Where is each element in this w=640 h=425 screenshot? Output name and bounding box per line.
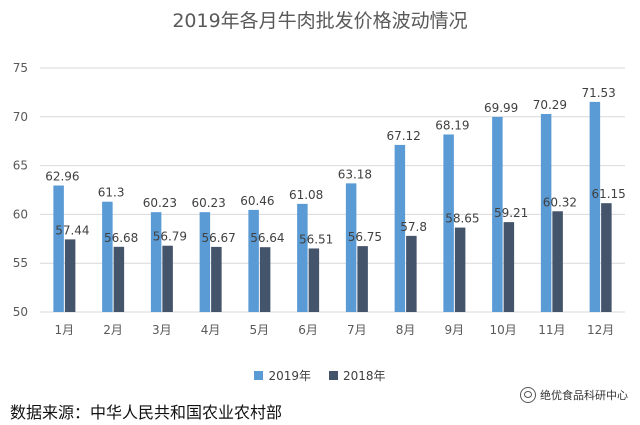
- bar-2018-3: [162, 245, 173, 312]
- data-label: 56.67: [201, 231, 235, 245]
- data-label: 62.96: [45, 170, 79, 184]
- y-tick-label: 70: [13, 110, 28, 124]
- data-label: 56.79: [153, 230, 187, 244]
- x-tick-label: 10月: [489, 323, 516, 337]
- data-label: 57.8: [400, 220, 427, 234]
- x-tick-label: 4月: [201, 323, 221, 337]
- bar-2019-9: [443, 134, 454, 312]
- bar-2018-5: [259, 247, 271, 312]
- data-label: 61.08: [289, 188, 323, 202]
- x-tick-label: 1月: [55, 323, 75, 337]
- bar-2018-11: [552, 211, 563, 312]
- legend-label-2018: 2018年: [343, 369, 386, 383]
- data-label: 68.19: [435, 118, 469, 132]
- bar-2019-2: [102, 201, 113, 312]
- data-label: 60.46: [240, 194, 274, 208]
- bar-2019-4: [199, 212, 211, 312]
- bar-2019-6: [297, 203, 308, 312]
- y-tick-label: 55: [13, 256, 28, 270]
- brand: 绝优食品科研中心: [520, 387, 628, 403]
- data-label: 58.65: [445, 212, 479, 226]
- x-tick-label: 9月: [445, 323, 465, 337]
- data-label: 56.75: [348, 230, 382, 244]
- bar-2018-8: [406, 235, 417, 312]
- data-labels: 62.96 57.44 61.3 56.68 60.23 56.79 60.23 56.67 6…: [45, 86, 626, 247]
- x-tick-label: 6月: [298, 323, 318, 337]
- y-tick-label: 65: [13, 159, 28, 173]
- brand-name: 绝优食品科研中心: [540, 389, 628, 402]
- bar-2018-12: [601, 203, 612, 312]
- legend-swatch-2018: [329, 371, 338, 380]
- x-tick-label: 5月: [250, 323, 270, 337]
- bar-2019-7: [345, 183, 357, 312]
- bar-2019-3: [150, 212, 162, 312]
- bar-2018-1: [64, 239, 76, 312]
- bar-2019-8: [394, 144, 406, 312]
- bar-2018-9: [454, 227, 466, 312]
- legend-swatch-2019: [254, 371, 264, 380]
- bar-2018-7: [357, 246, 368, 312]
- x-tick-label: 8月: [396, 323, 416, 337]
- data-label: 71.53: [581, 86, 615, 100]
- data-label: 57.44: [55, 223, 89, 237]
- y-tick-label: 50: [13, 305, 28, 319]
- legend: 2019年 2018年: [0, 367, 640, 384]
- bar-2019-12: [589, 101, 601, 312]
- bar-2018-10: [503, 222, 515, 312]
- y-tick-label: 75: [13, 61, 28, 75]
- bar-2019-11: [540, 113, 552, 312]
- x-tick-label: 2月: [103, 323, 123, 337]
- data-label: 60.23: [191, 196, 225, 210]
- x-tick-label: 3月: [152, 323, 172, 337]
- bar-2019-1: [53, 185, 64, 312]
- legend-item-2018: 2018年: [329, 367, 386, 384]
- data-label: 70.29: [533, 98, 567, 112]
- source-note: 数据来源：中华人民共和国农业农村部: [10, 403, 283, 422]
- bar-2018-2: [113, 246, 125, 312]
- wechat-icon: [520, 387, 536, 403]
- bar-2019-10: [492, 116, 503, 312]
- x-axis-ticks: 1月 2月 3月 4月 5月 6月 7月 8月 9月 10月 11月 12月: [55, 323, 615, 337]
- x-tick-label: 7月: [347, 323, 367, 337]
- data-label: 56.51: [299, 232, 333, 246]
- bar-2019-5: [248, 209, 259, 312]
- data-label: 61.3: [98, 186, 125, 200]
- data-label: 60.32: [543, 195, 577, 209]
- data-label: 56.68: [104, 231, 138, 245]
- bar-2018-4: [211, 246, 222, 312]
- data-label: 60.23: [143, 196, 177, 210]
- data-label: 56.64: [250, 231, 284, 245]
- bars: [53, 101, 612, 312]
- x-tick-label: 11月: [538, 323, 565, 337]
- gridlines: [40, 67, 625, 313]
- data-label: 59.21: [494, 206, 528, 220]
- bar-2018-6: [308, 248, 320, 312]
- y-tick-label: 60: [13, 207, 28, 221]
- data-label: 69.99: [484, 101, 518, 115]
- legend-item-2019: 2019年: [254, 367, 311, 384]
- y-axis-ticks: 50 55 60 65 70 75: [13, 61, 28, 319]
- x-tick-label: 12月: [587, 323, 614, 337]
- chart-title: 2019年各月牛肉批发价格波动情况: [172, 10, 468, 32]
- data-label: 61.15: [591, 187, 625, 201]
- data-label: 67.12: [386, 129, 420, 143]
- data-label: 63.18: [338, 167, 372, 181]
- legend-label-2019: 2019年: [268, 369, 311, 383]
